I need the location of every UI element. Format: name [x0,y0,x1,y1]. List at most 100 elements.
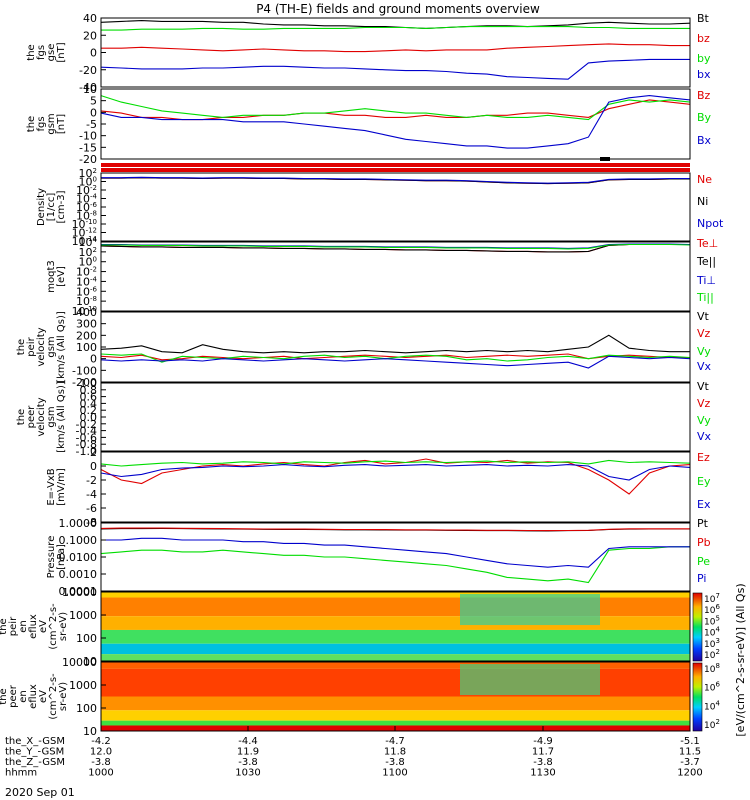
y-tick-label: -5 [86,118,97,131]
y-tick-label: -6 [86,502,97,515]
y-tick-label: 102 [79,167,97,180]
y-axis-label: the [26,44,37,60]
spectrogram-region [460,594,600,626]
legend-entry: Ni [697,195,708,208]
y-tick-label: -0.6 [76,431,97,444]
y-tick-label: 10 [83,83,97,96]
colorbar-tick-label: 102 [704,718,720,731]
footer-value: 11.7 [532,747,554,758]
y-tick-label: 0.6 [80,391,98,404]
panel-3: NeNiNpot10210010-210-410-610-810-1010-12… [36,167,724,248]
y-axis-label: velocity [36,397,47,436]
y-tick-label: -2 [86,474,97,487]
panel-1: Bt bz by bx 40 20 0 -20 -40 the fgs gse [nT] [26,12,711,94]
y-tick-label: 10 [83,725,97,738]
y-axis-label: the [16,409,27,425]
footer-row-label: the_Y_-GSM [5,747,64,758]
colorbar-tick-label: 102 [704,648,720,661]
figure-title: P4 (TH-E) fields and ground moments over… [256,2,540,16]
series-line-by [100,95,691,121]
y-tick-label: 100 [76,341,97,354]
y-tick-label: 0 [90,106,97,119]
y-axis-label: [nT] [56,114,67,134]
y-axis-label: fgs [36,116,47,131]
y-tick-label: -200 [72,376,97,389]
y-tick-label: 10000 [62,586,97,599]
y-tick-label: 0.0 [80,411,98,424]
y-axis-label: [km/s (All Qs)] [56,311,67,383]
legend-entry: Vt [697,380,710,393]
y-tick-label: 0.2 [80,404,98,417]
legend-entry: Te⊥ [696,237,718,250]
spectrogram-band [101,592,690,598]
y-axis-label: en [18,620,29,633]
legend-entry: Ex [697,498,711,511]
y-tick-label: 0 [90,460,97,473]
series-line-pe [100,546,690,584]
footer-value: -4.4 [238,736,258,747]
y-tick-label: 0 [90,353,97,366]
y-axis-label: eflux [28,684,39,709]
y-axis-label: fgs [36,45,47,60]
y-axis-label: (cm^2-s- [48,673,59,720]
legend-entry: Vx [697,360,712,373]
y-axis-label: (cm^2-s- [48,603,59,650]
y-tick-label: -100 [72,364,97,377]
panel-6: Vt Vz Vy Vx 1.00.80.60.40.20.0-0.2-0.4-0.6-0… [16,377,712,458]
series-line-bx [100,58,690,80]
footer-value: 1000 [88,768,113,779]
y-axis-label: peer [26,405,37,429]
y-tick-label: 200 [76,329,97,342]
legend-entry: Bt [697,12,710,25]
spectrogram-band [101,696,690,711]
spectrogram-band [101,643,690,655]
spectrogram-region [460,664,600,696]
legend-entry: Ne [697,173,712,186]
y-tick-label: -40 [79,81,97,94]
footer-value: 11.8 [384,747,406,758]
y-axis-label: [eV] [56,266,67,287]
y-axis-label: the [16,339,27,355]
status-bar [101,157,690,172]
series-line-pb [100,527,690,532]
legend-entry: Bx [697,134,712,147]
y-tick-label: 20 [83,29,97,42]
panel-4: Te⊥Te||Ti⊥Ti||10410210010-210-410-610-81… [46,236,718,318]
legend-entry: Vz [697,397,711,410]
panel-frame [100,88,691,160]
footer-value: 1130 [530,768,555,779]
panel-frame [100,591,691,662]
legend-entry: Pt [697,517,709,530]
footer-value: 12.0 [90,747,112,758]
series-line-npot [101,176,690,184]
footer-value: -3.7 [680,757,700,768]
y-axis-label: peer [8,684,19,708]
y-tick-label: 1000 [69,679,97,692]
series-line-vx [100,355,691,369]
footer-row-label: the_Z_-GSM [5,757,65,768]
panel-frame [100,17,691,88]
footer-date: 2020 Sep 01 [5,786,75,799]
y-tick-label: 0.0100 [59,551,98,564]
y-tick-label: 40 [83,12,97,25]
y-tick-label: 102 [79,246,97,259]
y-axis-label: gsm [46,406,57,427]
y-tick-label: -0.4 [76,425,97,438]
footer-value: -4.7 [385,736,405,747]
legend-entry: Vy [697,414,711,427]
y-tick-label: 0.0010 [59,568,98,581]
y-tick-label: 0.1000 [59,534,98,547]
spectrogram-band [101,662,690,669]
y-tick-label: 100 [79,176,97,189]
legend-entry: Ez [697,451,710,464]
spectrogram-band [101,710,690,721]
series-line-bx [100,95,691,149]
legend-entry: Te|| [696,255,716,268]
series-line-ex [100,464,691,481]
y-tick-label: 1000 [69,609,97,622]
y-axis-label: gsm [46,336,57,357]
legend-entry: Pi [697,572,706,585]
legend-entry: Pe [697,555,710,568]
legend-entry: Vy [697,345,711,358]
